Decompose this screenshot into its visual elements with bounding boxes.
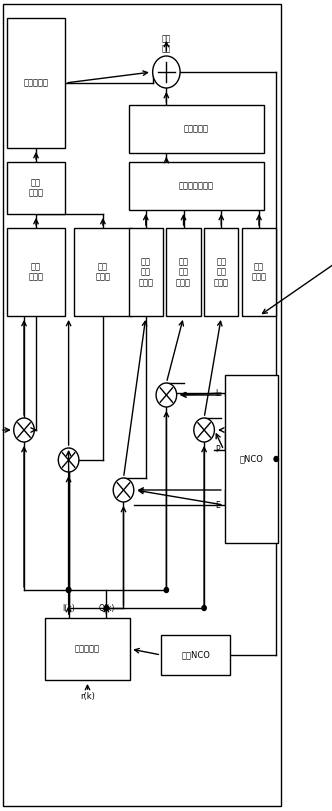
Circle shape (66, 587, 71, 593)
Circle shape (164, 587, 169, 593)
Text: 位置更新编码器: 位置更新编码器 (179, 182, 214, 191)
Bar (128, 105, 264, 153)
Bar (74, 228, 132, 316)
Text: 环路滤波器: 环路滤波器 (24, 79, 48, 88)
Circle shape (58, 448, 79, 472)
Text: 超前
积分
清零器: 超前 积分 清零器 (176, 257, 191, 287)
Bar (128, 228, 163, 316)
Text: 码NCO: 码NCO (239, 454, 263, 464)
Circle shape (202, 606, 206, 611)
Circle shape (153, 56, 180, 88)
Text: 载波NCO: 载波NCO (181, 650, 210, 659)
Text: 复数下变频: 复数下变频 (75, 645, 100, 654)
Circle shape (14, 418, 34, 442)
Text: 积分
清零器: 积分 清零器 (252, 262, 267, 281)
Bar (44, 618, 130, 680)
Circle shape (156, 383, 177, 407)
Text: 积分
清零器: 积分 清零器 (29, 262, 43, 281)
Bar (166, 228, 201, 316)
Circle shape (66, 587, 71, 593)
Bar (7, 162, 65, 214)
Text: 鉴频
鉴相器: 鉴频 鉴相器 (29, 178, 43, 198)
Bar (242, 228, 276, 316)
Bar (128, 162, 264, 210)
Text: P: P (215, 445, 220, 454)
Text: r(k): r(k) (80, 692, 95, 701)
Text: 压控滤波器: 压控滤波器 (184, 125, 209, 134)
Text: 载波
跟踪: 载波 跟踪 (162, 34, 171, 54)
Text: 超前
积分
清零器: 超前 积分 清零器 (214, 257, 229, 287)
Bar (161, 635, 230, 675)
Text: Q(k): Q(k) (98, 603, 115, 612)
Bar (204, 228, 238, 316)
Bar (7, 18, 65, 148)
Circle shape (113, 478, 134, 502)
Text: 超前
积分
清零器: 超前 积分 清零器 (138, 257, 153, 287)
Circle shape (104, 606, 109, 611)
Text: E: E (215, 500, 220, 509)
Circle shape (274, 457, 278, 461)
Circle shape (194, 418, 214, 442)
Text: 积分
清零器: 积分 清零器 (95, 262, 111, 281)
Bar (7, 228, 65, 316)
Bar (225, 375, 278, 543)
Text: L: L (216, 388, 220, 397)
Text: I(k): I(k) (62, 603, 75, 612)
